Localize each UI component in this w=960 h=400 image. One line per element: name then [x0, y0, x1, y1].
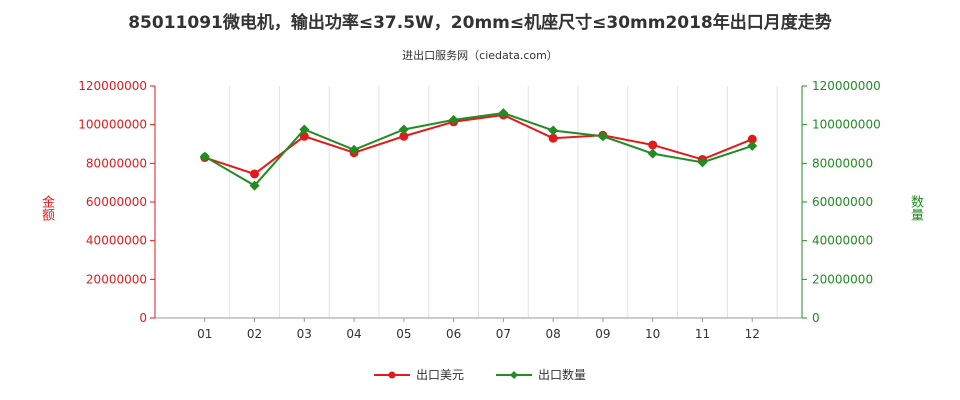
- x-tick-label: 09: [595, 327, 610, 341]
- y-axis-left-label: 金额: [39, 195, 54, 221]
- series-point-1: [697, 157, 708, 168]
- series-point-1: [747, 140, 758, 151]
- series-point-0: [648, 140, 658, 150]
- series-point-1: [448, 114, 459, 125]
- legend-marker-series-0: [373, 371, 410, 378]
- series-point-0: [299, 131, 309, 141]
- series-point-0: [747, 134, 757, 144]
- series-layer: [199, 108, 758, 191]
- series-point-1: [548, 125, 559, 136]
- y-left-tick-label: 0: [139, 311, 147, 325]
- y-left-tick-label: 80000000: [86, 156, 147, 170]
- legend-item-series-1[interactable]: 出口数量: [496, 366, 586, 383]
- y-right-tick-label: 120000000: [812, 79, 881, 93]
- x-tick-label: 02: [247, 327, 262, 341]
- axes: 0 20000000 40000000 60000000 80000000 1000000…: [78, 79, 880, 341]
- chart-subtitle: 进出口服务网（ciedata.com）: [402, 49, 558, 62]
- series-point-0: [399, 131, 409, 141]
- chart-title: 85011091微电机，输出功率≤37.5W，20mm≤机座尺寸≤30mm201…: [128, 13, 832, 33]
- series-point-1: [349, 144, 360, 155]
- x-tick-label: 07: [496, 327, 511, 341]
- x-tick-label: 08: [546, 327, 561, 341]
- series-point-1: [597, 131, 608, 142]
- x-tick-label: 06: [446, 327, 461, 341]
- y-left-tick-label: 60000000: [86, 195, 147, 209]
- series-line-0: [204, 113, 753, 176]
- y-right-tick-label: 20000000: [812, 272, 873, 286]
- x-tick-label: 01: [197, 327, 212, 341]
- grid-lines: [229, 86, 778, 318]
- x-tick-label: 05: [396, 327, 411, 341]
- series-point-0: [250, 169, 260, 179]
- series-point-1: [199, 151, 210, 162]
- x-tick-label: 11: [695, 327, 710, 341]
- series-line-1: [204, 112, 753, 187]
- legend-label-series-1: 出口数量: [538, 368, 587, 382]
- y-right-tick-label: 0: [812, 311, 820, 325]
- series-point-1: [498, 108, 509, 119]
- x-tick-label: 12: [745, 327, 760, 341]
- series-point-1: [299, 124, 310, 135]
- y-right-tick-label: 80000000: [812, 156, 873, 170]
- legend-item-series-0[interactable]: 出口美元: [373, 366, 464, 383]
- y-left-tick-label: 40000000: [86, 234, 147, 248]
- y-right-tick-label: 100000000: [812, 118, 881, 132]
- legend-marker-series-1: [496, 370, 532, 379]
- y-axis-right-label: 数量: [908, 195, 923, 221]
- x-tick-label: 04: [346, 327, 361, 341]
- series-point-1: [249, 180, 260, 191]
- series-point-1: [398, 124, 409, 135]
- y-right-tick-label: 60000000: [812, 195, 873, 209]
- y-right-tick-label: 40000000: [812, 234, 873, 248]
- x-tick-label: 10: [645, 327, 660, 341]
- series-point-1: [647, 148, 658, 159]
- y-left-tick-label: 20000000: [86, 272, 147, 286]
- y-left-tick-label: 100000000: [78, 118, 147, 132]
- x-tick-label: 03: [297, 327, 312, 341]
- y-left-tick-label: 120000000: [78, 79, 147, 93]
- legend-label-series-0: 出口美元: [415, 368, 464, 382]
- legend: 出口美元 出口数量: [0, 366, 960, 383]
- series-point-0: [548, 133, 558, 143]
